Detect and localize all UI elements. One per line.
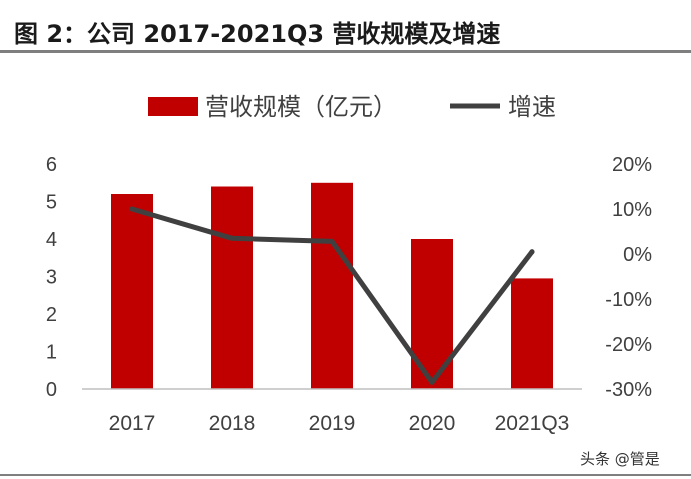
left-tick-label: 3	[46, 267, 57, 289]
legend-bar-swatch	[148, 97, 198, 116]
x-tick-label: 2019	[309, 412, 356, 435]
right-axis-ticks: -30% -20% -10% 0% 10% 20%	[605, 154, 652, 401]
growth-point-2021Q3	[529, 249, 535, 255]
right-tick-label: -10%	[605, 289, 652, 311]
left-tick-label: 5	[46, 192, 57, 214]
growth-point-2018	[229, 235, 235, 241]
growth-point-2020	[429, 379, 435, 385]
bar-2017	[111, 194, 153, 389]
growth-point-2017	[129, 206, 135, 212]
x-tick-label: 2021Q3	[495, 412, 570, 435]
x-axis-ticks: 2017 2018 2019 2020 2021Q3	[109, 412, 570, 435]
left-tick-label: 4	[46, 229, 57, 251]
growth-line-series	[129, 206, 535, 385]
bar-2021Q3	[511, 278, 553, 389]
x-tick-label: 2017	[109, 412, 156, 435]
bar-2018	[211, 186, 253, 389]
figure-title: 图 2：公司 2017-2021Q3 营收规模及增速	[14, 20, 501, 48]
right-tick-label: 0%	[623, 244, 652, 266]
bar-2019	[311, 182, 353, 390]
growth-point-2019	[329, 238, 335, 244]
bottom-divider	[0, 474, 691, 476]
right-tick-label: 10%	[612, 199, 652, 221]
right-tick-label: -30%	[605, 379, 652, 401]
left-tick-label: 6	[46, 154, 57, 176]
right-tick-label: 20%	[612, 154, 652, 176]
left-tick-label: 0	[46, 379, 57, 401]
right-tick-label: -20%	[605, 334, 652, 356]
watermark: 头条 @管是	[580, 450, 660, 468]
chart-legend: 营收规模（亿元） 增速	[148, 93, 556, 121]
x-tick-label: 2018	[209, 412, 256, 435]
left-tick-label: 1	[46, 342, 57, 364]
left-axis-ticks: 0 1 2 3 4 5 6	[46, 154, 57, 401]
left-tick-label: 2	[46, 304, 57, 326]
title-divider	[0, 50, 691, 53]
x-tick-label: 2020	[409, 412, 456, 435]
legend-line-label: 增速	[508, 93, 556, 121]
legend-bar-label: 营收规模（亿元）	[205, 93, 397, 121]
bar-series	[111, 182, 553, 390]
